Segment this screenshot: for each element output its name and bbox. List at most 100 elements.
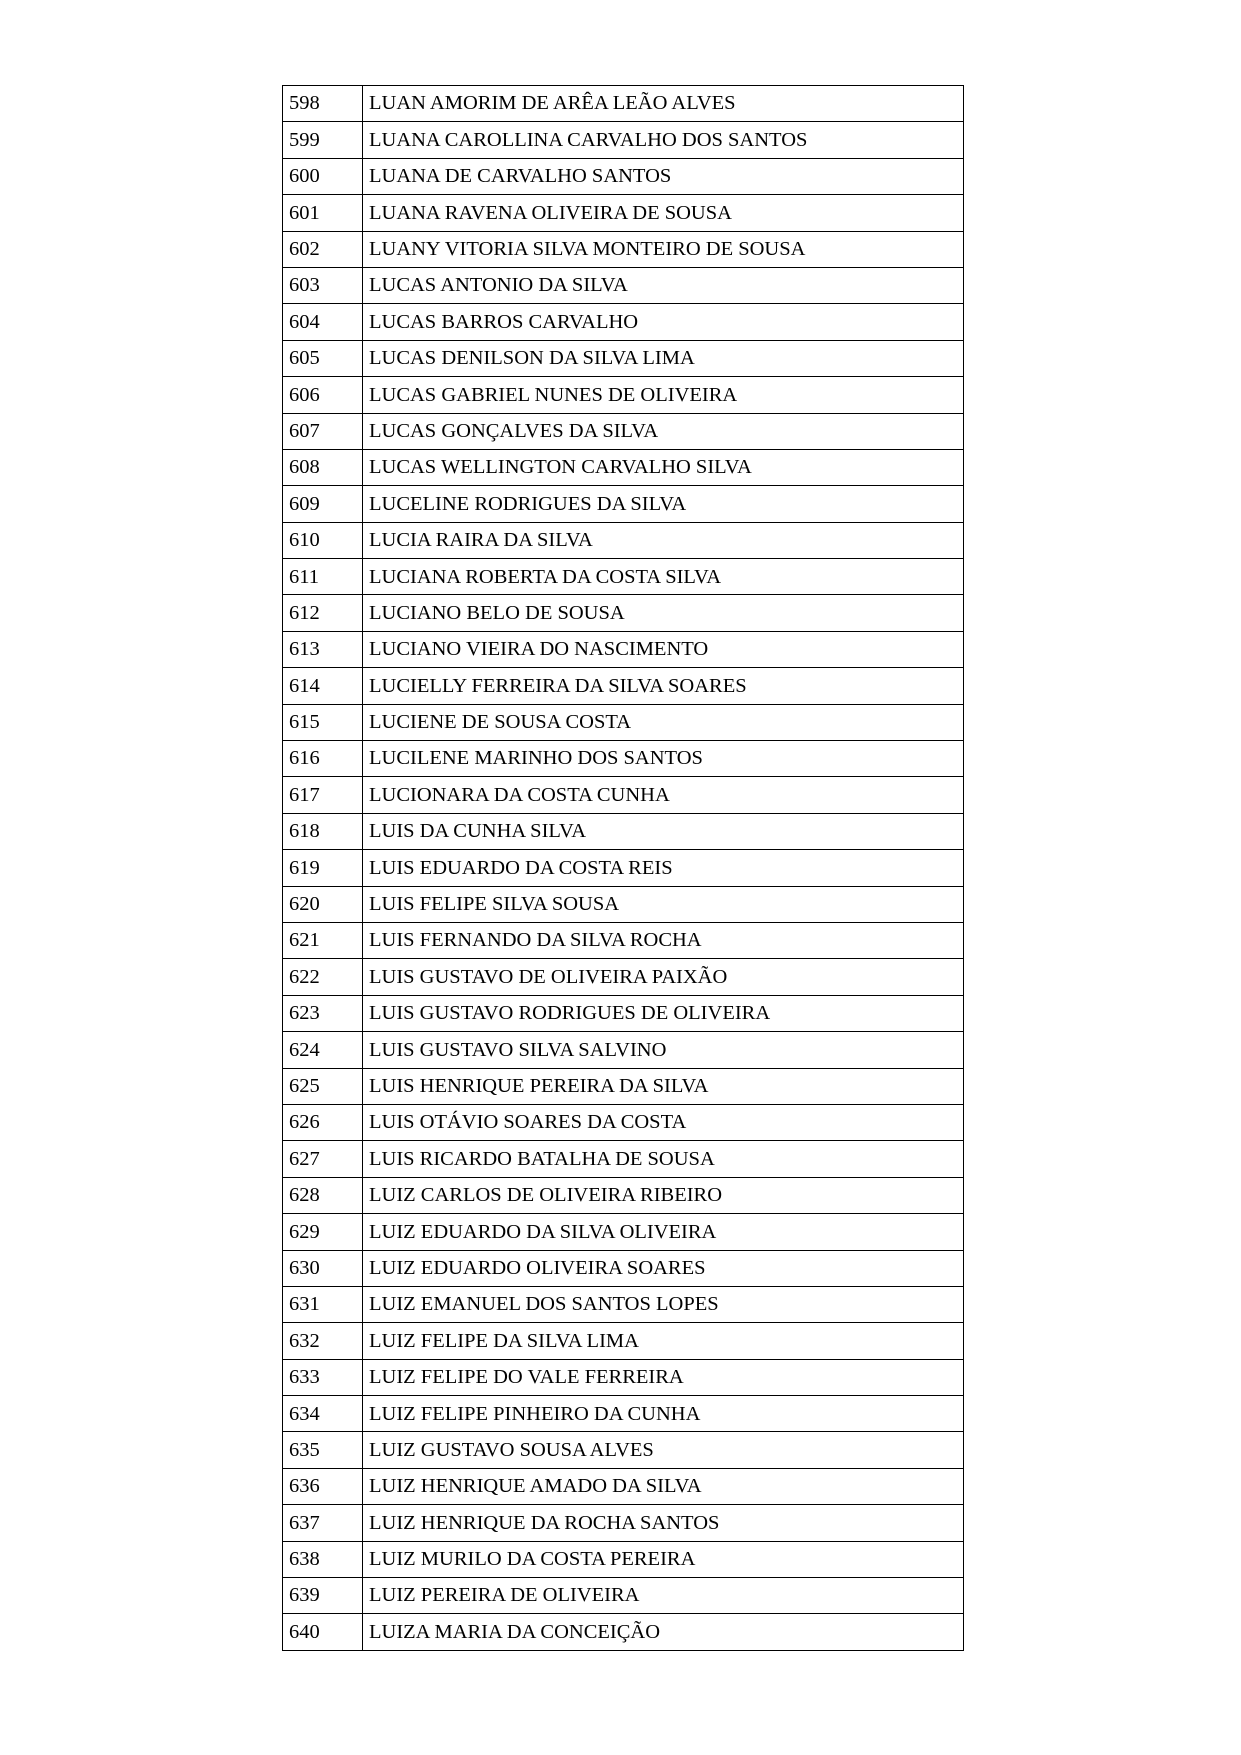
row-name: LUCIONARA DA COSTA CUNHA <box>362 776 964 814</box>
table-row: 636 LUIZ HENRIQUE AMADO DA SILVA <box>282 1467 964 1506</box>
row-name: LUCIANO VIEIRA DO NASCIMENTO <box>362 630 964 669</box>
table-row: 599 LUANA CAROLLINA CARVALHO DOS SANTOS <box>282 121 964 159</box>
row-name: LUCIENE DE SOUSA COSTA <box>362 703 964 742</box>
table-row: 613 LUCIANO VIEIRA DO NASCIMENTO <box>282 630 964 669</box>
row-name: LUCAS GONÇALVES DA SILVA <box>362 412 964 450</box>
row-name: LUAN AMORIM DE ARÊA LEÃO ALVES <box>362 84 964 123</box>
row-number: 639 <box>282 1577 363 1615</box>
table-row: 614 LUCIELLY FERREIRA DA SILVA SOARES <box>282 667 964 705</box>
row-number: 614 <box>282 667 363 705</box>
row-number: 621 <box>282 921 363 960</box>
table-row: 617 LUCIONARA DA COSTA CUNHA <box>282 776 964 814</box>
row-name: LUIS FELIPE SILVA SOUSA <box>362 885 964 923</box>
row-name: LUIS OTÁVIO SOARES DA COSTA <box>362 1103 964 1142</box>
row-name: LUIZ PEREIRA DE OLIVEIRA <box>362 1577 964 1615</box>
row-name: LUIZ HENRIQUE DA ROCHA SANTOS <box>362 1504 964 1542</box>
table-row: 632 LUIZ FELIPE DA SILVA LIMA <box>282 1322 964 1360</box>
row-name: LUIZ FELIPE PINHEIRO DA CUNHA <box>362 1395 964 1433</box>
table-row: 604 LUCAS BARROS CARVALHO <box>282 303 964 341</box>
row-name: LUCIANA ROBERTA DA COSTA SILVA <box>362 558 964 596</box>
row-number: 626 <box>282 1103 363 1142</box>
table-row: 606 LUCAS GABRIEL NUNES DE OLIVEIRA <box>282 376 964 414</box>
row-number: 601 <box>282 194 363 232</box>
row-name: LUIS GUSTAVO DE OLIVEIRA PAIXÃO <box>362 958 964 996</box>
table-row: 618 LUIS DA CUNHA SILVA <box>282 812 964 851</box>
table-row: 627 LUIS RICARDO BATALHA DE SOUSA <box>282 1140 964 1178</box>
table-row: 637 LUIZ HENRIQUE DA ROCHA SANTOS <box>282 1504 964 1542</box>
row-number: 602 <box>282 230 363 268</box>
table-row: 629 LUIZ EDUARDO DA SILVA OLIVEIRA <box>282 1213 964 1251</box>
row-number: 635 <box>282 1431 363 1469</box>
table-row: 605 LUCAS DENILSON DA SILVA LIMA <box>282 339 964 378</box>
row-number: 611 <box>282 558 363 596</box>
row-number: 606 <box>282 376 363 414</box>
table-row: 616 LUCILENE MARINHO DOS SANTOS <box>282 740 964 778</box>
row-number: 623 <box>282 994 363 1033</box>
row-number: 605 <box>282 339 363 378</box>
row-name: LUIZ FELIPE DA SILVA LIMA <box>362 1322 964 1360</box>
table-row: 628 LUIZ CARLOS DE OLIVEIRA RIBEIRO <box>282 1176 964 1215</box>
row-name: LUIZ EDUARDO DA SILVA OLIVEIRA <box>362 1213 964 1251</box>
table-row: 610 LUCIA RAIRA DA SILVA <box>282 521 964 560</box>
row-number: 629 <box>282 1213 363 1251</box>
table-row: 619 LUIS EDUARDO DA COSTA REIS <box>282 849 964 887</box>
row-name: LUIS GUSTAVO SILVA SALVINO <box>362 1031 964 1069</box>
row-number: 633 <box>282 1358 363 1397</box>
row-name: LUIZ FELIPE DO VALE FERREIRA <box>362 1358 964 1397</box>
row-name: LUCIANO BELO DE SOUSA <box>362 594 964 632</box>
names-table: 598 LUAN AMORIM DE ARÊA LEÃO ALVES 599 LUAN… <box>282 84 964 1651</box>
row-number: 604 <box>282 303 363 341</box>
row-number: 613 <box>282 630 363 669</box>
row-number: 636 <box>282 1467 363 1506</box>
table-row: 623 LUIS GUSTAVO RODRIGUES DE OLIVEIRA <box>282 994 964 1033</box>
table-row: 603 LUCAS ANTONIO DA SILVA <box>282 266 964 305</box>
row-number: 603 <box>282 266 363 305</box>
row-number: 619 <box>282 849 363 887</box>
row-number: 612 <box>282 594 363 632</box>
row-number: 640 <box>282 1613 363 1651</box>
table-row: 611 LUCIANA ROBERTA DA COSTA SILVA <box>282 558 964 596</box>
table-row: 634 LUIZ FELIPE PINHEIRO DA CUNHA <box>282 1395 964 1433</box>
table-row: 620 LUIS FELIPE SILVA SOUSA <box>282 885 964 923</box>
names-table-body: 598 LUAN AMORIM DE ARÊA LEÃO ALVES 599 LUAN… <box>282 84 964 1651</box>
row-number: 625 <box>282 1067 363 1105</box>
row-name: LUIZ EMANUEL DOS SANTOS LOPES <box>362 1285 964 1324</box>
row-number: 638 <box>282 1540 363 1579</box>
table-row: 630 LUIZ EDUARDO OLIVEIRA SOARES <box>282 1249 964 1287</box>
row-name: LUCAS BARROS CARVALHO <box>362 303 964 341</box>
table-row: 609 LUCELINE RODRIGUES DA SILVA <box>282 485 964 523</box>
row-name: LUIS GUSTAVO RODRIGUES DE OLIVEIRA <box>362 994 964 1033</box>
row-name: LUCILENE MARINHO DOS SANTOS <box>362 740 964 778</box>
table-row: 600 LUANA DE CARVALHO SANTOS <box>282 157 964 196</box>
row-number: 632 <box>282 1322 363 1360</box>
row-number: 618 <box>282 812 363 851</box>
row-name: LUIS RICARDO BATALHA DE SOUSA <box>362 1140 964 1178</box>
table-row: 633 LUIZ FELIPE DO VALE FERREIRA <box>282 1358 964 1397</box>
row-number: 609 <box>282 485 363 523</box>
row-name: LUANA DE CARVALHO SANTOS <box>362 157 964 196</box>
row-name: LUIS HENRIQUE PEREIRA DA SILVA <box>362 1067 964 1105</box>
row-number: 610 <box>282 521 363 560</box>
table-row: 601 LUANA RAVENA OLIVEIRA DE SOUSA <box>282 194 964 232</box>
table-row: 612 LUCIANO BELO DE SOUSA <box>282 594 964 632</box>
row-name: LUCAS DENILSON DA SILVA LIMA <box>362 339 964 378</box>
table-row: 621 LUIS FERNANDO DA SILVA ROCHA <box>282 921 964 960</box>
row-name: LUIZ HENRIQUE AMADO DA SILVA <box>362 1467 964 1506</box>
row-number: 634 <box>282 1395 363 1433</box>
row-name: LUCELINE RODRIGUES DA SILVA <box>362 485 964 523</box>
row-number: 627 <box>282 1140 363 1178</box>
row-name: LUIZ GUSTAVO SOUSA ALVES <box>362 1431 964 1469</box>
table-row: 598 LUAN AMORIM DE ARÊA LEÃO ALVES <box>282 84 964 123</box>
row-name: LUCIELLY FERREIRA DA SILVA SOARES <box>362 667 964 705</box>
row-number: 608 <box>282 448 363 487</box>
table-row: 622 LUIS GUSTAVO DE OLIVEIRA PAIXÃO <box>282 958 964 996</box>
row-number: 620 <box>282 885 363 923</box>
table-row: 635 LUIZ GUSTAVO SOUSA ALVES <box>282 1431 964 1469</box>
table-row: 631 LUIZ EMANUEL DOS SANTOS LOPES <box>282 1285 964 1324</box>
row-name: LUCIA RAIRA DA SILVA <box>362 521 964 560</box>
table-row: 625 LUIS HENRIQUE PEREIRA DA SILVA <box>282 1067 964 1105</box>
row-name: LUIZ CARLOS DE OLIVEIRA RIBEIRO <box>362 1176 964 1215</box>
table-row: 640 LUIZA MARIA DA CONCEIÇÃO <box>282 1613 964 1651</box>
row-name: LUCAS WELLINGTON CARVALHO SILVA <box>362 448 964 487</box>
table-row: 624 LUIS GUSTAVO SILVA SALVINO <box>282 1031 964 1069</box>
